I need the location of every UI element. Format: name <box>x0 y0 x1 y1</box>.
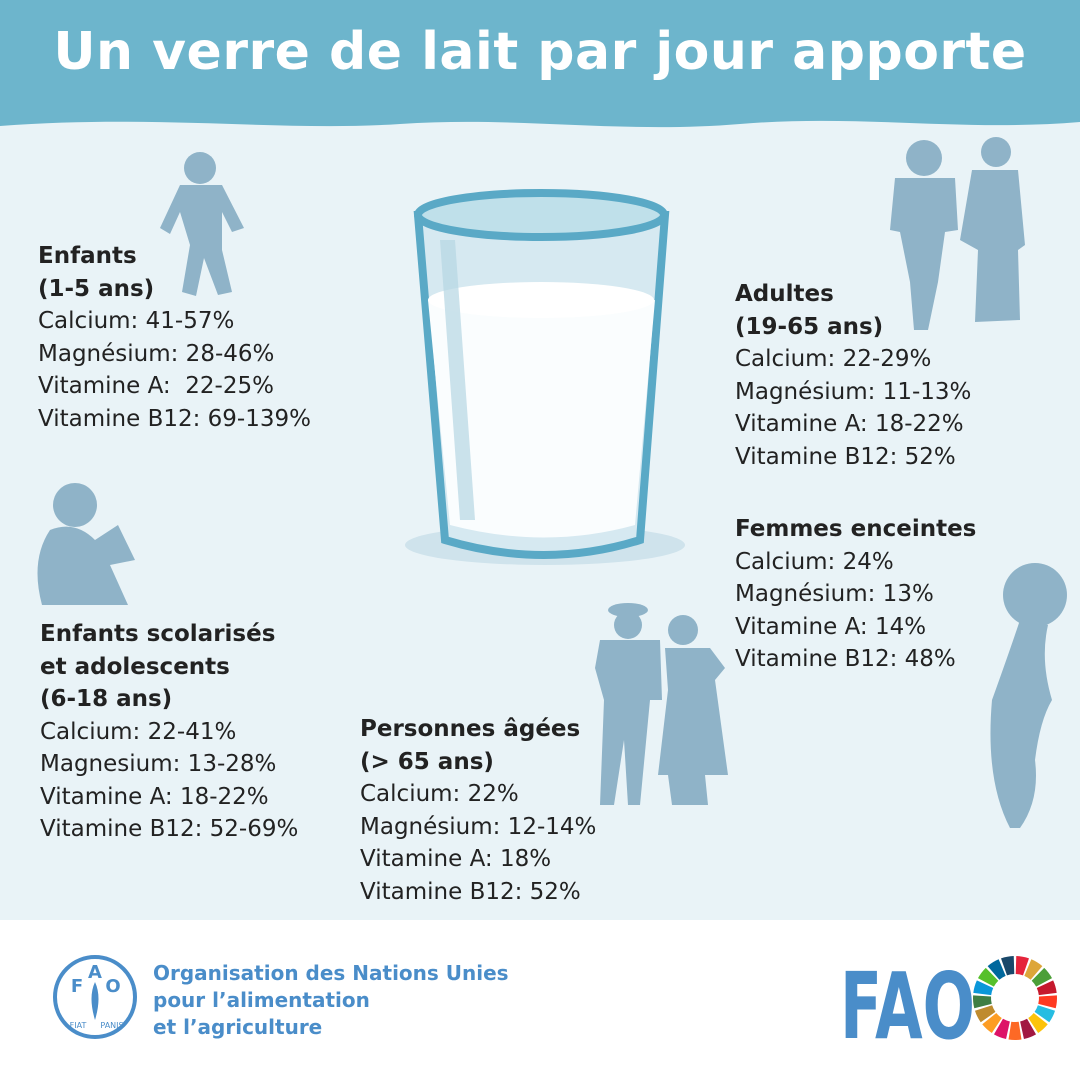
org-line: pour l’alimentation <box>153 988 370 1012</box>
emblem-letter: A <box>88 962 102 983</box>
sdg-segment <box>993 1018 1010 1040</box>
nutrient: Magnésium: 11-13% <box>735 378 972 405</box>
sdg-segment <box>973 995 992 1009</box>
sdg-wheel <box>973 956 1057 1040</box>
nutrient: Calcium: 24% <box>735 548 894 575</box>
org-line: et l’agriculture <box>153 1015 323 1039</box>
nutrient: Vitamine A: 22-25% <box>38 373 274 399</box>
group: Adultes (19-65 ans) Calcium: 22-29% Magnési… <box>735 278 971 473</box>
fao-emblem: F A O FIAT PANIS <box>53 955 137 1039</box>
sdg-segment <box>982 1013 1002 1034</box>
nutrient: Vitamine A: 18-22% <box>40 783 269 810</box>
nutrient: Vitamine B12: 52% <box>360 878 581 905</box>
sdg-segment <box>1020 1018 1037 1040</box>
nutrient: Vitamine B12: 52-69% <box>40 816 299 842</box>
emblem-motto: PANIS <box>100 1021 123 1030</box>
emblem-letter: O <box>105 976 120 997</box>
sdg-segment <box>977 967 999 987</box>
fao-logo: FAO <box>840 953 1057 1050</box>
nutrient: Magnesium: 13-28% <box>40 751 277 777</box>
nutrient: Vitamine B12: 48% <box>735 646 956 672</box>
group-title: Enfants scolarisés <box>40 621 276 647</box>
group-title: Adultes <box>735 281 834 307</box>
nutrient: Vitamine B12: 52% <box>735 443 956 470</box>
group-title: Femmes enceintes <box>735 516 977 542</box>
group-title: Enfants <box>38 243 137 269</box>
group-title: et adolescents <box>40 653 230 680</box>
nutrient: Calcium: 41-57% <box>38 308 235 334</box>
nutrient: Vitamine B12: 69-139% <box>38 405 311 432</box>
emblem-motto: FIAT <box>70 1021 87 1030</box>
group: Enfants (1-5 ans) Calcium: 41-57% Magnésium… <box>38 240 311 435</box>
nutrient: Calcium: 22-29% <box>735 346 932 372</box>
nutrient: Calcium: 22-41% <box>40 718 237 745</box>
sdg-segment <box>1036 980 1057 996</box>
group-title: (19-65 ans) <box>735 313 884 340</box>
nutrient: Vitamine A: 14% <box>735 613 927 640</box>
organization: Organisation des Nations Unies pour l’al… <box>153 960 509 1041</box>
logo-text: FAO <box>840 953 975 1050</box>
group: Enfants scolarisés et adolescents (6-18 an… <box>40 618 298 846</box>
nutrient: Calcium: 22% <box>360 781 519 807</box>
group-title: (> 65 ans) <box>360 748 494 775</box>
group-title: (6-18 ans) <box>40 686 173 712</box>
sdg-segment <box>974 1005 996 1023</box>
sdg-segment <box>973 980 994 996</box>
nutrient: Vitamine A: 18-22% <box>735 411 964 437</box>
sdg-segment <box>1015 956 1029 976</box>
sdg-segment <box>1031 967 1053 987</box>
group-title: (1-5 ans) <box>38 275 155 302</box>
nutrient: Magnésium: 28-46% <box>38 340 275 367</box>
emblem-letter: F <box>71 976 83 997</box>
sdg-segment <box>1024 959 1043 980</box>
nutrient: Magnésium: 13% <box>735 581 934 607</box>
group-title: Personnes âgées <box>360 716 581 742</box>
group: Personnes âgées (> 65 ans) Calcium: 22% Mag… <box>360 713 596 908</box>
sdg-segment <box>1008 1021 1022 1040</box>
title: Un verre de lait par jour apporte <box>53 22 1027 82</box>
org-line: Organisation des Nations Unies <box>153 961 509 985</box>
sdg-segment <box>987 959 1006 980</box>
sdg-segment <box>1001 956 1015 976</box>
nutrient: Vitamine A: 18% <box>360 846 552 872</box>
group: Femmes enceintes Calcium: 24% Magnésium: 1… <box>735 513 976 676</box>
sdg-segment <box>1034 1005 1056 1023</box>
sdg-segment <box>1038 995 1057 1009</box>
sdg-segment <box>1028 1013 1048 1034</box>
nutrient: Magnésium: 12-14% <box>360 813 597 840</box>
